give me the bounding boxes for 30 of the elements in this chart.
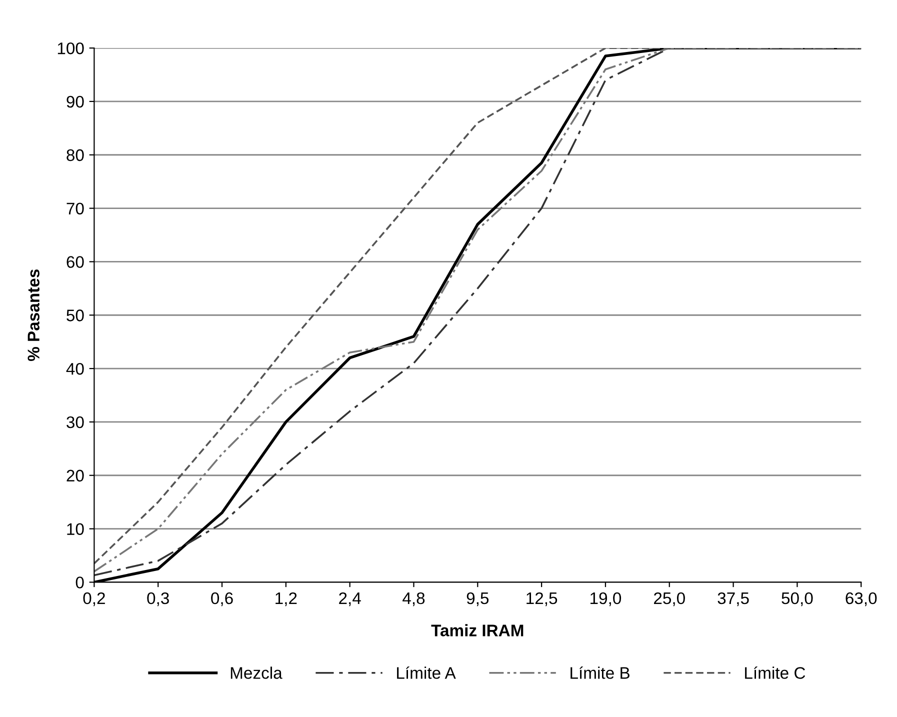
x-tick-label: 12,5 — [526, 592, 558, 606]
x-tick-label: 37,5 — [718, 592, 749, 606]
legend-label: Mezcla — [230, 666, 282, 679]
x-tick-label: 19,0 — [590, 592, 622, 606]
x-tick-label: 63,0 — [846, 592, 877, 606]
y-tick-label: 40 — [66, 362, 84, 375]
x-tick-label: 25,0 — [654, 592, 685, 606]
y-tick-label: 80 — [66, 149, 84, 162]
y-tick-label: 20 — [66, 470, 84, 482]
x-tick-label: 0,3 — [147, 592, 169, 606]
legend-label: Límite A — [397, 666, 456, 679]
y-tick-label: 30 — [66, 416, 84, 428]
x-tick-label: 2,4 — [339, 592, 361, 606]
x-axis-title: Tamiz IRAM — [431, 624, 524, 636]
x-tick-label: 4,8 — [402, 592, 425, 606]
y-tick-label: 60 — [66, 256, 84, 268]
x-tick-label: 0,6 — [211, 592, 233, 606]
y-axis-title: % Pasantes — [28, 269, 40, 362]
y-tick-label: 70 — [66, 202, 84, 214]
y-tick-label: 0 — [76, 576, 84, 588]
legend-label: Límite C — [745, 666, 806, 679]
x-tick-label: 1,2 — [276, 592, 297, 606]
y-tick-label: 90 — [66, 96, 84, 108]
x-tick-label: 50,0 — [782, 592, 813, 606]
y-tick-label: 100 — [58, 42, 84, 54]
y-tick-label: 50 — [66, 310, 84, 322]
y-tick-label: 10 — [67, 523, 84, 535]
x-tick-label: 9,5 — [466, 592, 489, 606]
x-tick-label: 0,2 — [83, 592, 105, 606]
legend-label: Límite B — [570, 666, 630, 679]
